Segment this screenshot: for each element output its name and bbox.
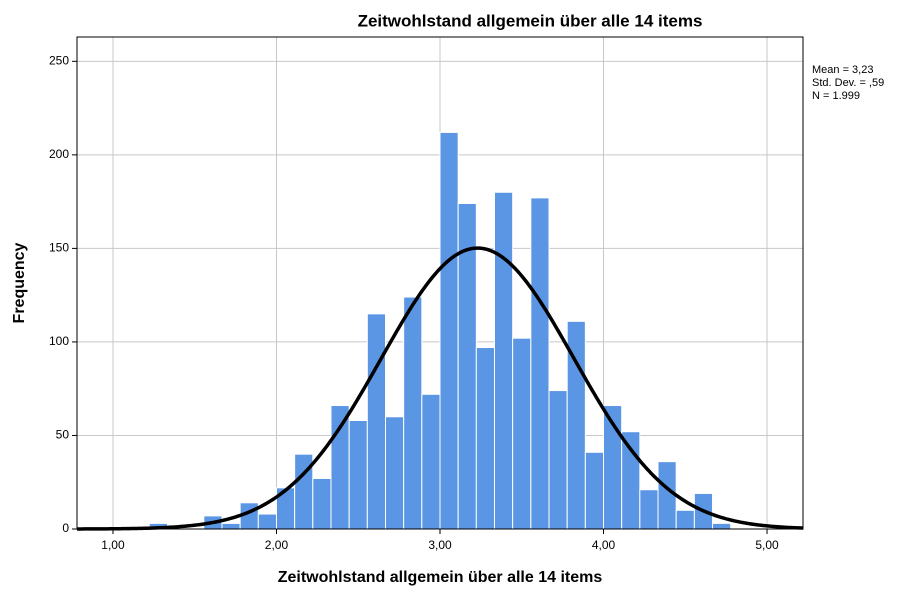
bar xyxy=(639,489,659,530)
bar xyxy=(675,509,695,530)
y-tick-label: 150 xyxy=(49,241,69,255)
bar xyxy=(348,419,368,530)
bar xyxy=(712,522,732,530)
bar xyxy=(475,347,495,530)
stat-label: N = 1.999 xyxy=(812,90,860,102)
bar xyxy=(548,390,568,530)
bar xyxy=(621,431,641,530)
bar xyxy=(312,477,332,530)
x-tick-label: 5,00 xyxy=(755,538,779,552)
x-tick-label: 1,00 xyxy=(101,538,125,552)
stat-label: Std. Dev. = ,59 xyxy=(812,77,884,89)
y-tick-label: 100 xyxy=(49,334,69,348)
y-axis-label: Frequency xyxy=(11,242,28,323)
bar xyxy=(584,451,605,530)
bar xyxy=(366,313,387,530)
bar xyxy=(403,296,423,530)
stat-label: Mean = 3,23 xyxy=(812,64,873,76)
y-tick-label: 50 xyxy=(56,428,70,442)
bar xyxy=(221,522,241,530)
chart-title: Zeitwohlstand allgemein über alle 14 ite… xyxy=(358,11,703,30)
x-tick-label: 4,00 xyxy=(592,538,616,552)
bar xyxy=(512,337,532,530)
y-tick-label: 0 xyxy=(62,521,69,535)
y-tick-label: 200 xyxy=(49,147,69,161)
y-tick-label: 250 xyxy=(49,53,69,67)
bar xyxy=(493,191,514,530)
bar xyxy=(439,131,459,530)
x-tick-label: 2,00 xyxy=(265,538,289,552)
x-axis-label: Zeitwohlstand allgemein über alle 14 ite… xyxy=(278,569,603,586)
bar xyxy=(421,393,441,530)
bar xyxy=(330,405,350,530)
bar xyxy=(385,416,405,530)
x-tick-label: 3,00 xyxy=(428,538,452,552)
bar xyxy=(530,197,550,530)
normal-curve xyxy=(77,246,804,531)
bar xyxy=(257,513,277,530)
